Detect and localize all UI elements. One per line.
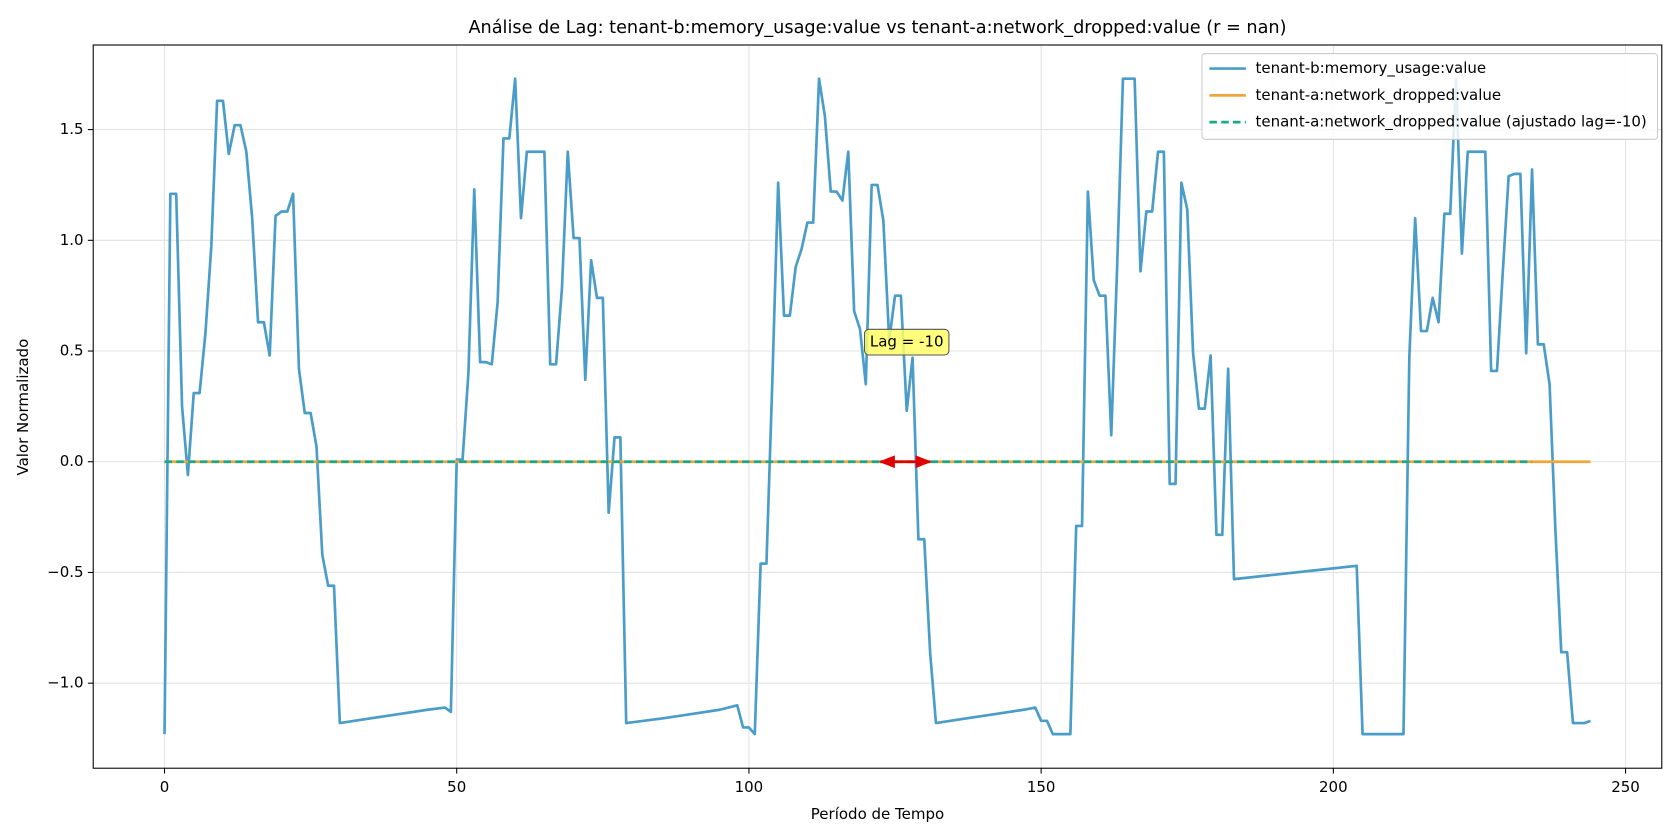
plot-frame xyxy=(92,44,1663,769)
y-tick-label: 1.5 xyxy=(60,120,84,138)
legend-label: tenant-a:network_dropped:value (ajustado… xyxy=(1256,113,1647,132)
legend-label: tenant-b:memory_usage:value xyxy=(1256,59,1487,78)
y-tick-label: −0.5 xyxy=(47,563,83,581)
annotation-text: Lag = -10 xyxy=(870,333,944,351)
y-tick-label: −1.0 xyxy=(47,674,83,692)
legend: tenant-b:memory_usage:value tenant-a:netw… xyxy=(1201,53,1659,140)
x-tick-label: 100 xyxy=(735,778,764,796)
legend-label: tenant-a:network_dropped:value xyxy=(1256,86,1502,105)
x-axis-label: Período de Tempo xyxy=(811,805,944,823)
chart-title: Análise de Lag: tenant-b:memory_usage:va… xyxy=(468,18,1286,38)
y-tick-label: 1.0 xyxy=(60,231,84,249)
annotation-box xyxy=(863,328,950,356)
x-tick-label: 250 xyxy=(1611,778,1640,796)
x-tick-label: 150 xyxy=(1027,778,1056,796)
x-tick-label: 0 xyxy=(160,778,170,796)
x-tick-label: 50 xyxy=(447,778,466,796)
y-tick-label: 0.5 xyxy=(60,342,84,360)
legend-box xyxy=(1201,53,1659,140)
y-axis-label: Valor Normalizado xyxy=(14,339,32,476)
series-line xyxy=(163,77,1591,736)
y-tick-label: 0.0 xyxy=(60,452,84,470)
x-tick-label: 200 xyxy=(1319,778,1348,796)
